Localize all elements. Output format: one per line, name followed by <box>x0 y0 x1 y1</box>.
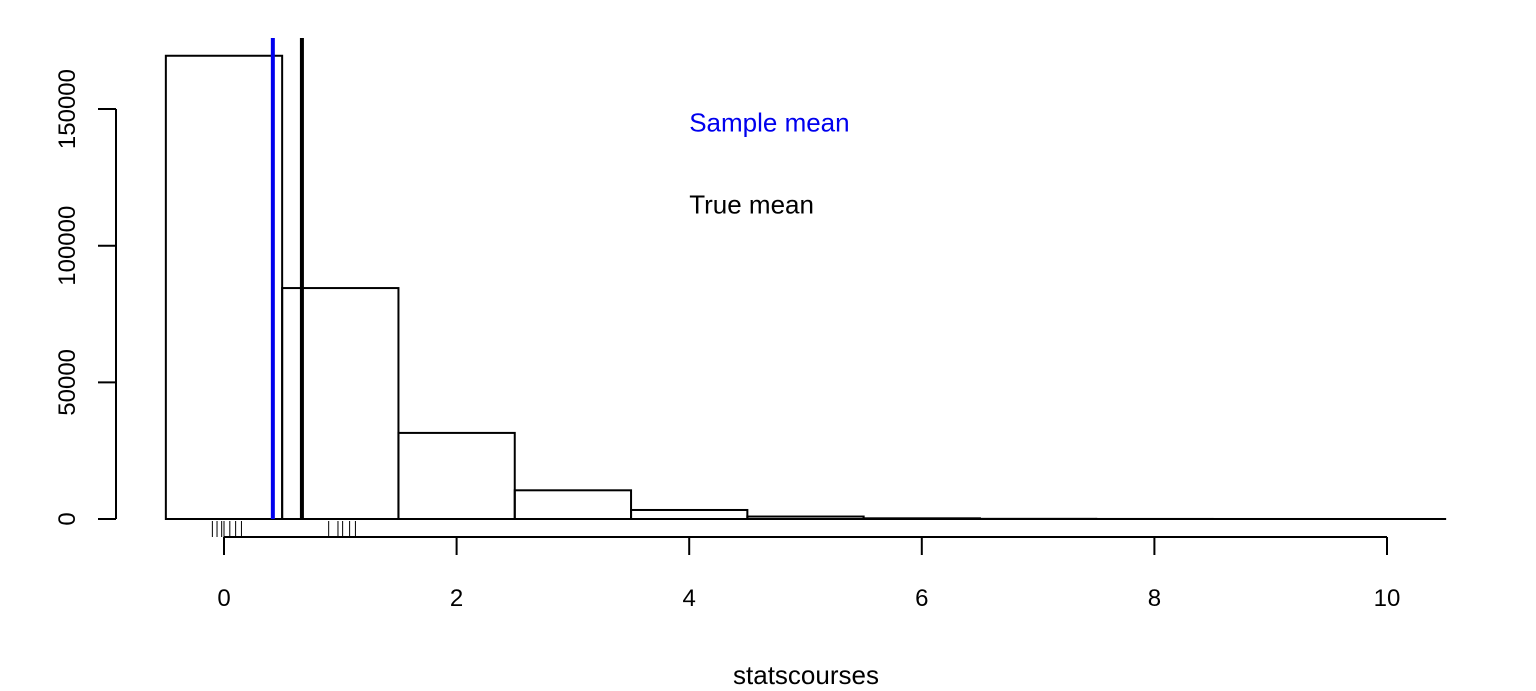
x-axis-title: statscourses <box>733 660 879 690</box>
x-axis: 0 2 4 6 8 10 <box>217 536 1401 612</box>
y-tick-label-2: 100000 <box>54 206 81 286</box>
histogram-bar-1 <box>281 287 400 520</box>
x-tick-label-3: 6 <box>915 585 928 612</box>
annotations: Sample mean True mean <box>689 108 849 220</box>
x-tick-label-5: 10 <box>1374 585 1401 612</box>
histogram-bars <box>164 54 1447 521</box>
histogram-bar-0 <box>164 54 284 520</box>
x-tick-label-4: 8 <box>1148 585 1161 612</box>
x-tick-label-2: 4 <box>683 585 696 612</box>
mean-lines <box>270 38 304 519</box>
annotation-1: True mean <box>689 190 814 220</box>
histogram-bar-2 <box>397 431 516 520</box>
rug-marks <box>211 521 356 537</box>
y-tick-label-0: 0 <box>54 512 81 525</box>
histogram-bar-3 <box>513 489 633 520</box>
y-axis: 0 50000 100000 150000 <box>54 69 117 526</box>
histogram-bar-5 <box>746 515 865 520</box>
x-tick-label-0: 0 <box>217 585 230 612</box>
x-tick-label-1: 2 <box>450 585 463 612</box>
y-tick-label-1: 50000 <box>54 349 81 416</box>
y-tick-label-3: 150000 <box>54 69 81 149</box>
histogram-bar-6 <box>862 517 981 521</box>
annotation-0: Sample mean <box>689 108 849 138</box>
histogram-bar-4 <box>630 508 749 521</box>
